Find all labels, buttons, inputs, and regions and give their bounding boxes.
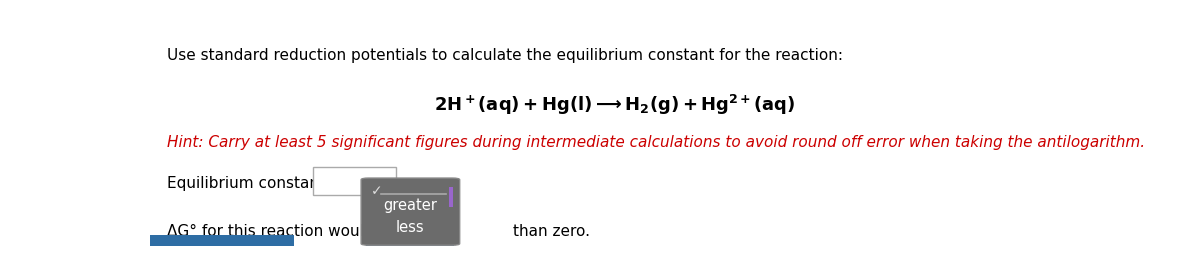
Text: Equilibrium constant:: Equilibrium constant: [167,176,330,190]
FancyBboxPatch shape [361,178,460,245]
Text: than zero.: than zero. [512,224,589,239]
Text: Hint: Carry at least 5 significant figures during intermediate calculations to a: Hint: Carry at least 5 significant figur… [167,135,1145,150]
FancyBboxPatch shape [313,167,396,195]
FancyBboxPatch shape [366,235,454,246]
Text: less: less [396,220,425,235]
Text: Use standard reduction potentials to calculate the equilibrium constant for the : Use standard reduction potentials to cal… [167,48,842,63]
FancyBboxPatch shape [150,235,294,246]
FancyBboxPatch shape [449,187,454,207]
Text: ΔG° for this reaction would b: ΔG° for this reaction would b [167,224,388,239]
Text: ✓: ✓ [371,184,383,198]
Text: $\mathbf{2H^+(aq) + Hg(l){\longrightarrow}H_2(g) + Hg^{2+}(aq)}$: $\mathbf{2H^+(aq) + Hg(l){\longrightarro… [434,93,796,117]
Text: greater: greater [384,198,437,213]
